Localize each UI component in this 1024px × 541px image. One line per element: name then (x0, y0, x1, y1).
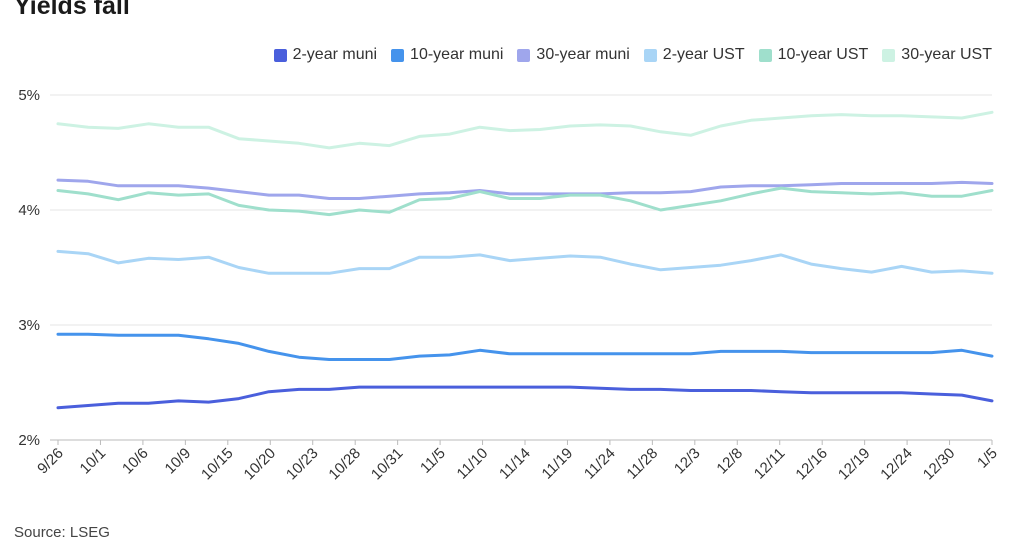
legend-item: 10-year UST (758, 46, 869, 64)
y-tick-label: 3% (18, 317, 40, 334)
legend-item: 2-year muni (273, 46, 378, 64)
x-tick-label: 10/1 (77, 445, 110, 478)
x-tick-label: 11/19 (538, 445, 576, 483)
x-tick-label: 11/5 (417, 445, 449, 477)
legend-label: 10-year UST (777, 46, 869, 63)
series-line-30-year-muni (56, 178, 994, 200)
series-line-2-year-ust (56, 249, 994, 275)
x-tick-label: 12/24 (877, 445, 916, 484)
legend-label: 30-year UST (901, 46, 992, 63)
x-tick-label: 10/23 (283, 445, 322, 484)
legend: 2-year muni 10-year muni 30-year muni 2-yea… (273, 46, 992, 64)
x-tick-label: 12/19 (835, 445, 874, 484)
grid-lines (50, 94, 992, 441)
x-tick-label: 10/28 (325, 445, 364, 484)
x-tick-label: 12/3 (671, 445, 704, 478)
legend-swatch (517, 48, 531, 62)
x-tick-label: 10/31 (368, 445, 407, 484)
y-tick-label: 4% (18, 202, 40, 219)
legend-swatch (758, 48, 772, 62)
series-line-30-year-ust (56, 110, 994, 150)
legend-item: 30-year UST (882, 46, 992, 64)
line-chart: 2% 3% 4% 5% 9/26 10/1 10/6 10/9 10/15 10/20 10/23… (18, 87, 1001, 483)
x-axis: 9/26 10/1 10/6 10/9 10/15 10/20 10/23 10/28 10/3… (34, 440, 1001, 483)
legend-swatch (882, 48, 896, 62)
x-tick-label: 11/24 (581, 445, 619, 483)
x-tick-label: 12/16 (792, 445, 831, 484)
series-lines (56, 110, 994, 410)
series-line-10-year-muni (56, 332, 994, 361)
x-tick-label: 10/15 (198, 445, 237, 484)
x-tick-label: 10/9 (162, 445, 195, 478)
series-line-2-year-muni (56, 385, 994, 410)
legend-item: 10-year muni (391, 46, 503, 64)
legend-label: 10-year muni (410, 46, 504, 63)
legend-label: 2-year muni (292, 46, 378, 63)
legend-item: 30-year muni (517, 46, 630, 64)
legend-swatch (643, 48, 657, 62)
chart-title: Yields fall (14, 0, 130, 20)
legend-item: 2-year UST (643, 46, 745, 64)
x-tick-label: 11/14 (496, 445, 534, 483)
legend-label: 30-year muni (536, 46, 630, 63)
y-tick-label: 5% (18, 87, 40, 104)
x-tick-label: 9/26 (34, 445, 67, 478)
x-tick-label: 12/8 (713, 445, 746, 478)
y-tick-label: 2% (18, 432, 40, 449)
x-tick-label: 11/28 (623, 445, 661, 483)
legend-swatch (391, 48, 405, 62)
x-tick-label: 10/20 (241, 445, 280, 484)
x-tick-label: 11/10 (454, 445, 492, 483)
source-note: Source: LSEG (14, 524, 110, 541)
y-axis: 2% 3% 4% 5% (18, 87, 40, 449)
legend-label: 2-year UST (662, 46, 745, 63)
legend-swatch (273, 48, 287, 62)
x-tick-label: 12/11 (751, 445, 789, 483)
series-line-10-year-ust (56, 186, 994, 217)
x-tick-label: 1/5 (974, 445, 1001, 472)
x-tick-label: 10/6 (119, 445, 152, 478)
x-tick-label: 12/30 (920, 445, 959, 484)
